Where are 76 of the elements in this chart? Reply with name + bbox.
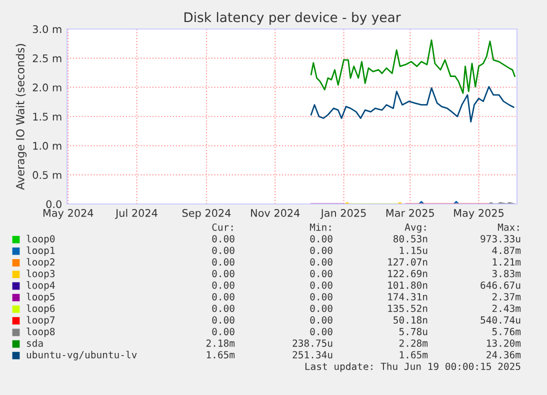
x-tick-label: Jan 2025	[320, 209, 366, 219]
text: 2.28m	[399, 339, 428, 347]
text: 0.00	[310, 258, 332, 266]
legend-label: sda	[27, 339, 43, 347]
text: 101.80n	[388, 281, 428, 289]
text: 0.00	[212, 316, 234, 324]
text: 0.00	[310, 246, 332, 254]
text: 5.78u	[399, 328, 428, 336]
text: 0.00	[212, 328, 234, 336]
x-tick-label: Nov 2024	[251, 209, 300, 217]
text: 135.52n	[388, 304, 428, 312]
text: 0.00	[310, 293, 332, 300]
text: 0.00	[212, 293, 234, 300]
text: 0.00	[310, 304, 332, 312]
chart-title: Disk latency per device - by year	[184, 12, 401, 25]
text: 251.34u	[292, 351, 332, 358]
text: 540.74u	[480, 316, 520, 324]
legend-label: loop3	[26, 270, 55, 280]
x-tick-label: May 2024	[43, 209, 94, 219]
text: 174.31n	[388, 293, 428, 300]
text: 0.00	[310, 316, 332, 324]
y-tick-label: 1.0 m	[33, 142, 62, 150]
x-tick-label: Sep 2024	[182, 209, 231, 219]
text: 80.53n	[394, 235, 428, 242]
text: Cur:	[212, 223, 233, 231]
text: 0.00	[212, 235, 234, 242]
text: 50.18n	[394, 316, 428, 324]
text: 0.00	[212, 270, 234, 278]
text: 2.18m	[206, 339, 235, 347]
text: 0.00	[212, 281, 234, 289]
text: Last update: Thu Jun 19 00:00:15 2025	[305, 362, 520, 372]
text: 4.87m	[492, 246, 521, 254]
x-tick-label: Jul 2024	[115, 208, 158, 219]
text: Max:	[498, 224, 519, 231]
text: 646.67u	[480, 281, 520, 289]
text: 127.07n	[388, 258, 428, 266]
legend-label: loop4	[26, 281, 55, 291]
text: 0.00	[310, 281, 332, 289]
text: 122.69n	[388, 270, 428, 278]
text: 24.36m	[486, 351, 521, 358]
legend-label: loop6	[26, 304, 55, 314]
text: Avg:	[404, 224, 426, 233]
text: 0.00	[310, 270, 332, 278]
text: 0.00	[212, 304, 234, 312]
text: 1.15u	[400, 246, 428, 254]
y-tick-label: 0.0	[46, 200, 62, 208]
text: 1.65m	[400, 351, 428, 358]
y-tick-label: 3.0 m	[32, 25, 62, 34]
text: 0.00	[310, 328, 332, 336]
text: 2.43m	[492, 304, 521, 312]
y-tick-label: 1.5 m	[33, 112, 62, 121]
y-tick-label: 2.5 m	[32, 54, 62, 62]
text: 973.33u	[480, 235, 520, 242]
legend-label: loop7	[26, 316, 55, 326]
legend-label: loop2	[26, 258, 54, 268]
text: 1.21m	[492, 258, 521, 266]
text: 238.75u	[292, 339, 332, 347]
text: 0.00	[310, 235, 332, 242]
text: 2.37m	[492, 293, 521, 300]
y-axis-title: Average IO Wait (seconds)	[16, 44, 27, 190]
text: 0.00	[212, 246, 234, 254]
legend-label: loop8	[26, 328, 55, 338]
y-tick-label: 0.5 m	[32, 171, 62, 179]
text: 3.83m	[492, 270, 521, 278]
legend-label: loop5	[26, 292, 54, 302]
text: 5.76m	[492, 328, 521, 336]
x-tick-label: May 2025	[454, 209, 504, 219]
text: 0.00	[212, 258, 234, 266]
text: 1.65m	[206, 351, 235, 358]
x-tick-label: Mar 2025	[386, 209, 434, 217]
text: Min:	[310, 223, 331, 231]
legend-label: loop0	[26, 234, 55, 244]
y-tick-label: 2.0 m	[32, 84, 62, 92]
legend-label: loop1	[26, 246, 55, 256]
legend-label: ubuntu-vg/ubuntu-lv	[26, 350, 137, 360]
text: 13.20m	[487, 339, 521, 347]
